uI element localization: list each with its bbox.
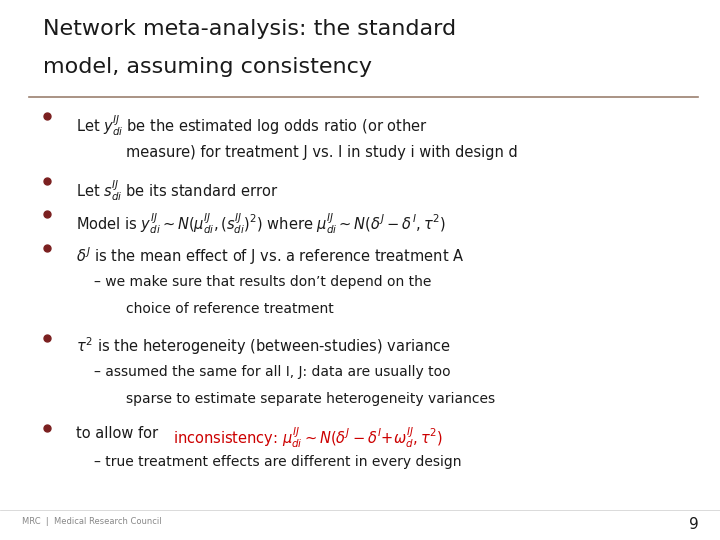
Text: Let $y_{di}^{IJ}$ be the estimated log odds ratio (or other: Let $y_{di}^{IJ}$ be the estimated log o…	[76, 113, 428, 138]
Text: MRC  |  Medical Research Council: MRC | Medical Research Council	[22, 517, 161, 526]
Text: model, assuming consistency: model, assuming consistency	[43, 57, 372, 77]
Text: – we make sure that results don’t depend on the: – we make sure that results don’t depend…	[94, 275, 431, 289]
Text: sparse to estimate separate heterogeneity variances: sparse to estimate separate heterogeneit…	[126, 392, 495, 406]
Text: to allow for: to allow for	[76, 426, 162, 441]
Text: Network meta-analysis: the standard: Network meta-analysis: the standard	[43, 19, 456, 39]
Text: – true treatment effects are different in every design: – true treatment effects are different i…	[94, 455, 461, 469]
Text: Model is $y_{di}^{IJ} \sim N(\mu_{di}^{IJ}, (s_{di}^{IJ})^2)$ where $\mu_{di}^{I: Model is $y_{di}^{IJ} \sim N(\mu_{di}^{I…	[76, 212, 446, 237]
Text: Let $s_{di}^{IJ}$ be its standard error: Let $s_{di}^{IJ}$ be its standard error	[76, 178, 278, 203]
Text: inconsistency: $\mu_{di}^{IJ} \sim N(\delta^J - \delta^I{+}\omega_d^{IJ}, \tau^2: inconsistency: $\mu_{di}^{IJ} \sim N(\de…	[173, 426, 443, 450]
Text: 9: 9	[688, 517, 698, 532]
Text: – assumed the same for all I, J: data are usually too: – assumed the same for all I, J: data ar…	[94, 365, 450, 379]
Text: $\delta^J$ is the mean effect of J vs. a reference treatment A: $\delta^J$ is the mean effect of J vs. a…	[76, 245, 464, 267]
Text: measure) for treatment J vs. I in study i with design d: measure) for treatment J vs. I in study …	[126, 145, 518, 160]
Text: $\tau^2$ is the heterogeneity (between-studies) variance: $\tau^2$ is the heterogeneity (between-s…	[76, 335, 451, 357]
Text: choice of reference treatment: choice of reference treatment	[126, 302, 334, 316]
